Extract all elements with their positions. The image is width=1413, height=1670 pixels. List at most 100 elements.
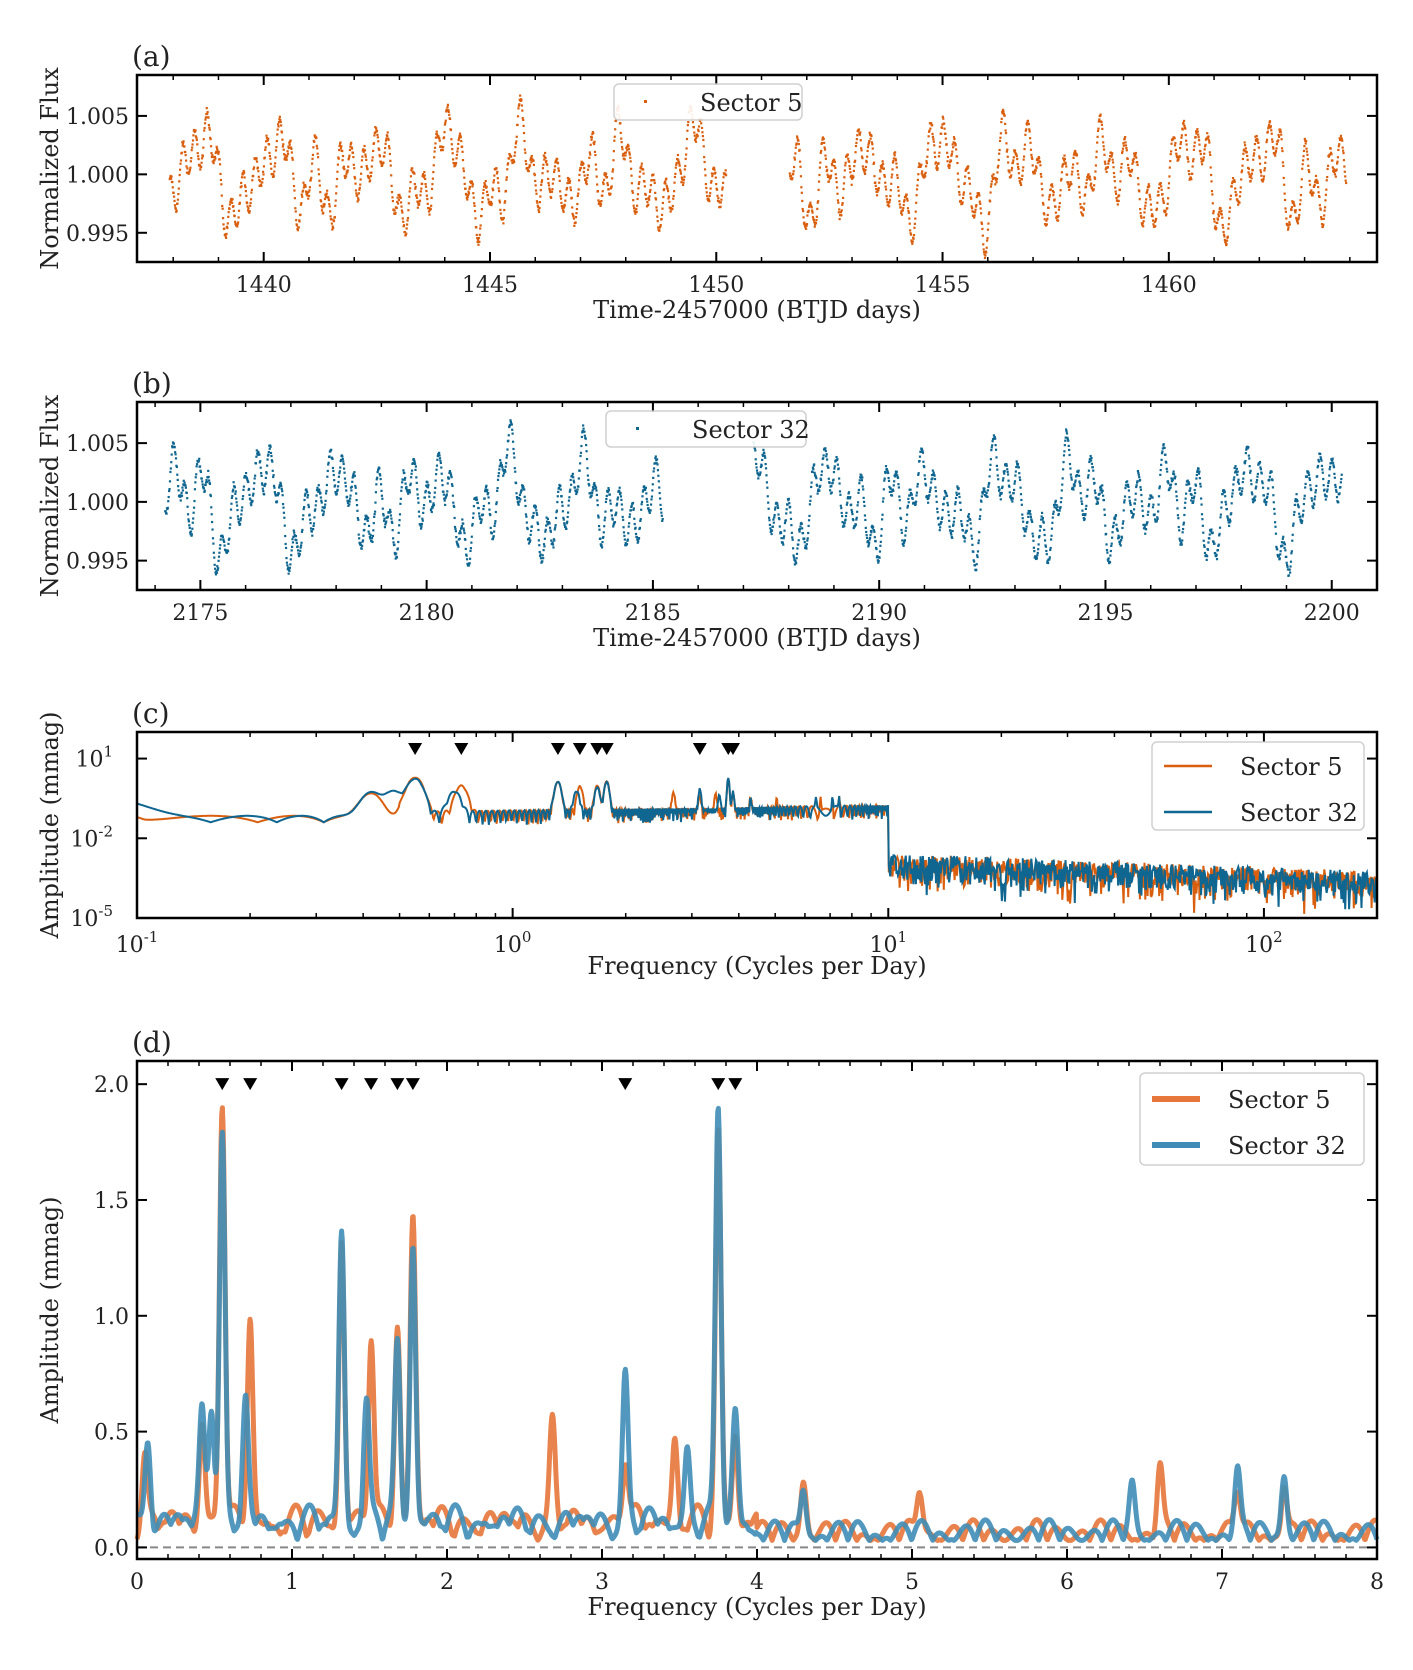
- data-point: [1203, 148, 1206, 151]
- data-point: [554, 526, 557, 529]
- data-point: [978, 194, 981, 197]
- data-point: [424, 185, 428, 188]
- data-point: [641, 495, 644, 498]
- data-point: [1218, 526, 1222, 529]
- data-point: [507, 162, 510, 165]
- data-point: [341, 154, 345, 158]
- data-point: [1208, 533, 1211, 536]
- data-point: [240, 185, 243, 188]
- data-point: [650, 495, 654, 498]
- data-point: [517, 503, 520, 506]
- data-point: [1218, 210, 1221, 214]
- data-point: [374, 501, 377, 504]
- data-point: [935, 495, 938, 498]
- data-point: [1210, 173, 1213, 177]
- data-point: [302, 186, 306, 189]
- data-point: [1082, 208, 1085, 211]
- data-point: [242, 485, 246, 488]
- data-point: [1084, 185, 1088, 188]
- data-point: [693, 131, 696, 134]
- data-point: [1013, 150, 1016, 153]
- data-point: [1186, 156, 1189, 159]
- data-point: [1233, 179, 1236, 182]
- data-point: [458, 137, 461, 140]
- data-point: [185, 159, 188, 162]
- data-point: [431, 506, 434, 509]
- data-point: [980, 500, 983, 503]
- data-point: [686, 124, 689, 127]
- data-point: [896, 474, 899, 477]
- data-point: [166, 506, 169, 510]
- data-point: [306, 491, 309, 494]
- data-point: [1345, 181, 1348, 185]
- data-point: [557, 169, 560, 172]
- data-point: [694, 138, 697, 142]
- data-point: [983, 256, 987, 260]
- data-point: [621, 508, 624, 511]
- data-point: [1213, 227, 1217, 230]
- data-point: [579, 451, 583, 454]
- data-point: [678, 164, 681, 167]
- data-point: [900, 211, 903, 214]
- data-point: [789, 511, 792, 514]
- data-point: [1019, 493, 1023, 496]
- data-point: [1120, 162, 1123, 166]
- data-point: [192, 134, 195, 137]
- data-point: [428, 491, 431, 495]
- data-point: [631, 501, 635, 505]
- data-point: [581, 163, 584, 167]
- data-point: [559, 484, 562, 487]
- data-point: [1107, 557, 1110, 560]
- data-point: [1057, 214, 1060, 218]
- data-point: [464, 538, 467, 541]
- data-point: [963, 540, 966, 543]
- data-point: [354, 486, 357, 489]
- data-point: [1058, 509, 1061, 512]
- data-point: [264, 140, 268, 143]
- data-point: [470, 181, 474, 184]
- data-point: [373, 515, 376, 519]
- data-point: [1213, 542, 1216, 545]
- data-point: [973, 564, 977, 567]
- data-point: [991, 174, 994, 177]
- data-point: [487, 198, 490, 201]
- data-point: [1258, 155, 1261, 158]
- data-point: [275, 146, 278, 149]
- data-point: [838, 490, 842, 493]
- data-point: [528, 540, 531, 543]
- data-point: [952, 146, 955, 149]
- data-point: [576, 488, 579, 491]
- data-point: [219, 172, 222, 176]
- data-point: [646, 503, 649, 507]
- data-point: [614, 513, 617, 516]
- data-point: [335, 192, 338, 195]
- data-point: [888, 490, 891, 494]
- data-point: [1168, 488, 1171, 491]
- data-point: [1140, 493, 1143, 497]
- data-point: [819, 477, 822, 480]
- data-point: [538, 206, 541, 210]
- data-point: [434, 479, 437, 482]
- data-point: [1107, 162, 1110, 165]
- data-point: [438, 454, 441, 457]
- data-point: [281, 494, 284, 497]
- data-point: [914, 210, 917, 213]
- data-point: [194, 476, 197, 479]
- data-point: [1053, 198, 1056, 201]
- data-point: [1253, 148, 1256, 152]
- data-point: [249, 201, 252, 205]
- data-point: [176, 202, 179, 205]
- data-point: [281, 138, 284, 141]
- data-point: [201, 485, 205, 488]
- data-point: [560, 495, 563, 498]
- data-point: [1080, 211, 1083, 214]
- data-point: [1205, 558, 1208, 561]
- data-point: [175, 210, 178, 213]
- data-point: [976, 194, 979, 197]
- data-point: [536, 522, 540, 526]
- data-point: [987, 485, 990, 488]
- data-point: [1151, 215, 1154, 218]
- data-point: [784, 519, 787, 522]
- data-point: [562, 516, 565, 519]
- data-point: [491, 189, 495, 192]
